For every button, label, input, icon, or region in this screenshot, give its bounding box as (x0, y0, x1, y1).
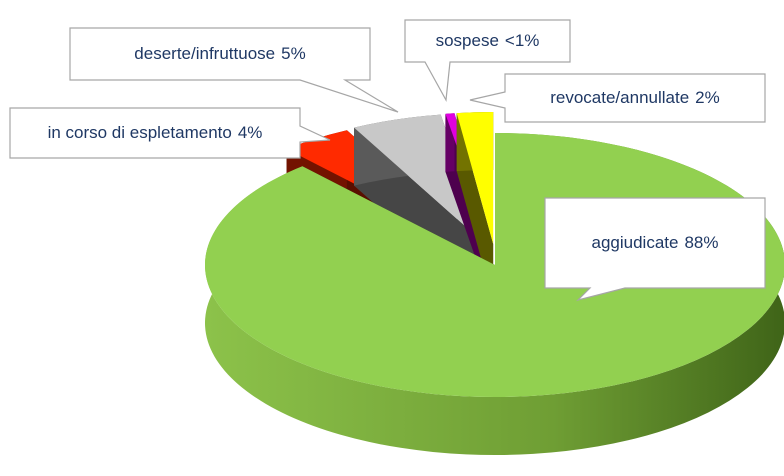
category-name: sospese (436, 31, 499, 50)
data-label: sospese <1% (436, 31, 540, 50)
value-label: 88% (684, 233, 718, 252)
slice (205, 133, 784, 455)
callout-box (69, 27, 399, 113)
slice (456, 112, 494, 303)
category-name: deserte/infruttuose (134, 44, 275, 63)
category-name: aggiudicate (592, 233, 679, 252)
category-name: in corso di espletamento (48, 123, 232, 142)
callout-box (469, 73, 766, 123)
data-label: in corso di espletamento 4% (48, 123, 263, 142)
data-label: aggiudicate 88% (592, 233, 719, 252)
pie (205, 112, 784, 455)
callouts: aggiudicate 88% in corso di espletamento 4%… (9, 19, 766, 302)
callout-box (9, 107, 331, 159)
category-name: revocate/annullate (550, 88, 689, 107)
data-label: deserte/infruttuose 5% (134, 44, 305, 63)
value-label: <1% (505, 31, 540, 50)
value-label: 2% (695, 88, 720, 107)
value-label: 4% (238, 123, 263, 142)
slice-top (354, 114, 487, 246)
slice-top (456, 112, 494, 245)
callout-box (404, 19, 571, 102)
callout-box (544, 197, 766, 302)
value-label: 5% (281, 44, 306, 63)
data-label: revocate/annullate 2% (550, 88, 720, 107)
